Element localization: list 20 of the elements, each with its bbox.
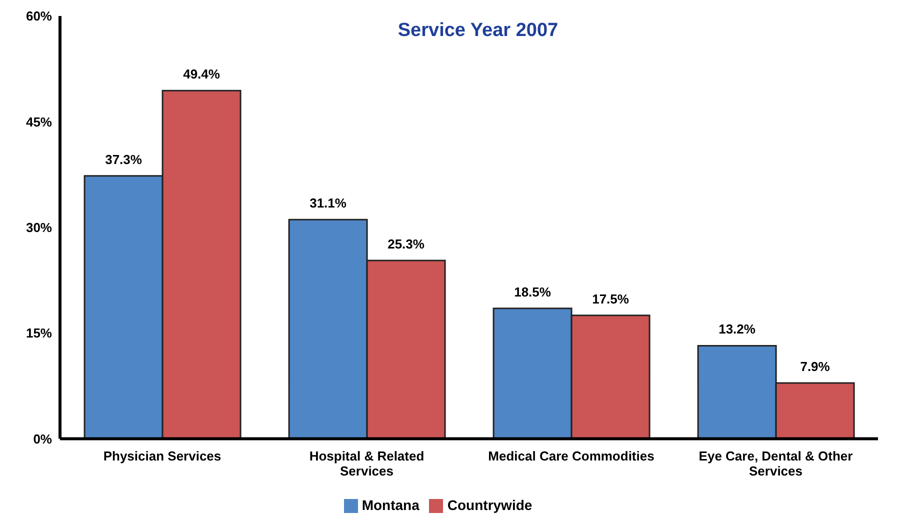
y-tick-label: 45% [26,114,52,130]
y-tick-label: 30% [26,220,52,235]
data-label: 18.5% [514,284,552,300]
legend-label: Montana [362,496,420,513]
y-tick-label: 0% [33,431,52,446]
legend-label: Countrywide [447,496,532,513]
data-label: 31.1% [310,196,347,211]
y-tick-label: 60% [26,8,52,24]
x-tick-label: Hospital & Related Services [309,448,424,479]
x-tick-label: Medical Care Commodities [488,448,654,464]
data-label: 49.4% [183,66,220,82]
data-label: 13.2% [718,322,756,337]
x-tick-label: Physician Services [103,448,222,464]
data-label: 17.5% [592,291,630,306]
x-tick-label: Eye Care, Dental & Other Services [698,448,853,479]
data-label: 25.3% [388,236,425,252]
data-label: 37.3% [105,152,142,167]
chart-title: Service Year 2007 [398,20,558,41]
y-tick-label: 15% [26,326,52,341]
data-label: 7.9% [800,359,830,374]
